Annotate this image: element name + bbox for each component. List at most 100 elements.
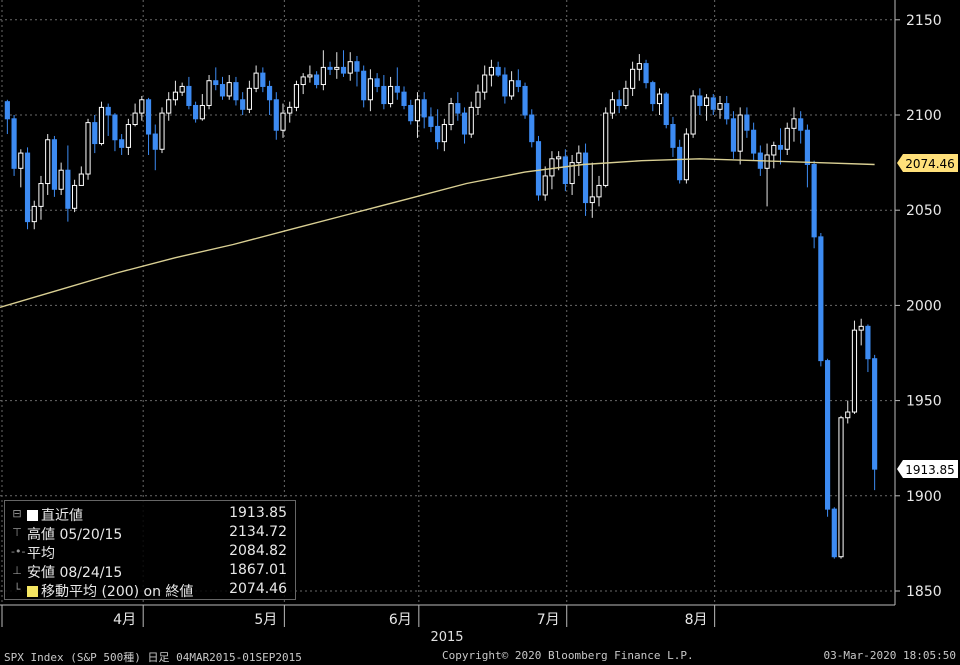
candle-body <box>562 156 568 185</box>
low-marker-icon: ⊥ <box>12 564 22 577</box>
footer-security-info: SPX Index (S&P 500種) 日足 04MAR2015-01SEP2… <box>4 651 302 664</box>
candle-body <box>596 184 602 198</box>
tree-branch-icon: └ <box>13 583 21 596</box>
candle-down <box>650 80 656 112</box>
average-marker-icon: -•- <box>11 545 26 558</box>
legend-label-high: 高値 05/20/15 <box>27 527 123 543</box>
candle-body <box>320 66 326 86</box>
candle-body <box>394 85 400 93</box>
candle-up <box>226 75 232 100</box>
candle-body <box>347 61 353 74</box>
candle-up <box>764 143 770 207</box>
legend-row-average: -•- 平均 2084.82 <box>5 543 295 562</box>
candle-down <box>522 82 528 119</box>
candle-up <box>159 107 165 154</box>
candle-body <box>300 76 306 86</box>
candle-up <box>132 103 138 127</box>
candle-body <box>387 85 394 105</box>
candle-down <box>340 50 347 77</box>
candle-up <box>38 175 44 220</box>
candle-body <box>744 114 750 131</box>
candle-down <box>582 143 589 216</box>
candle-up <box>609 92 616 119</box>
candle-body <box>724 103 730 120</box>
candle-body <box>609 99 616 114</box>
candle-up <box>630 61 636 96</box>
candle-down <box>616 90 622 114</box>
candle-body <box>441 124 447 143</box>
candle-down <box>461 107 468 144</box>
candle-up <box>576 145 582 176</box>
candle-body <box>670 124 676 148</box>
candle-up <box>347 52 353 81</box>
candle-up <box>596 175 602 207</box>
candle-body <box>24 152 31 223</box>
candle-body <box>172 91 179 101</box>
candle-body <box>421 99 427 118</box>
legend-value-ma: 2074.46 <box>229 581 287 597</box>
candle-body <box>112 114 118 141</box>
candle-body <box>31 205 37 223</box>
candle-body <box>663 93 669 126</box>
candle-down <box>240 92 246 115</box>
legend-value-average: 2084.82 <box>229 543 287 559</box>
candle-body <box>152 133 158 150</box>
candle-up <box>206 75 212 110</box>
candle-up <box>31 200 37 230</box>
candle-body <box>475 91 481 108</box>
candle-body <box>132 112 138 126</box>
candle-body <box>643 63 649 84</box>
candle-down <box>865 324 871 373</box>
candle-body <box>226 82 232 97</box>
candle-up <box>199 94 205 121</box>
candle-body <box>556 156 562 160</box>
candle-up <box>58 162 64 195</box>
candle-body <box>798 118 804 131</box>
y-tick-label: 2050 <box>906 203 942 219</box>
candle-body <box>535 141 542 196</box>
candle-body <box>139 99 145 114</box>
candle-down <box>193 101 199 123</box>
candle-body <box>811 164 817 238</box>
candle-body <box>845 411 851 419</box>
candle-body <box>98 106 105 145</box>
candle-up <box>172 80 179 106</box>
candle-body <box>78 173 84 186</box>
candle-body <box>697 95 703 106</box>
candle-body <box>354 61 360 72</box>
candle-body <box>159 112 165 150</box>
candle-up <box>542 166 548 201</box>
candle-down <box>65 145 71 222</box>
candle-down <box>327 61 333 76</box>
candle-down <box>314 71 320 89</box>
candle-body <box>253 72 259 89</box>
candle-body <box>630 68 636 89</box>
candle-up <box>441 118 447 152</box>
candle-body <box>166 99 172 114</box>
legend-label-average: 平均 <box>27 546 55 562</box>
candle-up <box>85 118 91 180</box>
candle-body <box>824 360 831 510</box>
candle-down <box>51 135 58 197</box>
candle-body <box>72 184 78 209</box>
candle-down <box>145 97 152 155</box>
high-marker-icon: ⊤ <box>12 526 22 539</box>
candle-up <box>603 107 609 188</box>
candle-down <box>502 67 508 104</box>
candle-up <box>690 90 696 138</box>
candle-up <box>482 65 488 100</box>
candle-body <box>246 87 252 110</box>
candle-body <box>791 118 797 129</box>
candle-up <box>703 94 710 121</box>
candle-body <box>751 129 757 154</box>
candle-up <box>549 151 555 190</box>
ma-value-tag-text: 2074.46 <box>905 157 955 171</box>
candle-up <box>246 80 252 114</box>
candle-up <box>78 166 84 186</box>
collapse-icon[interactable]: ⊟ <box>12 507 22 520</box>
candle-body <box>576 152 582 164</box>
candle-body <box>11 118 17 169</box>
candle-down <box>724 95 730 125</box>
legend-label-low: 安値 08/24/15 <box>27 565 123 581</box>
candle-body <box>650 82 656 105</box>
